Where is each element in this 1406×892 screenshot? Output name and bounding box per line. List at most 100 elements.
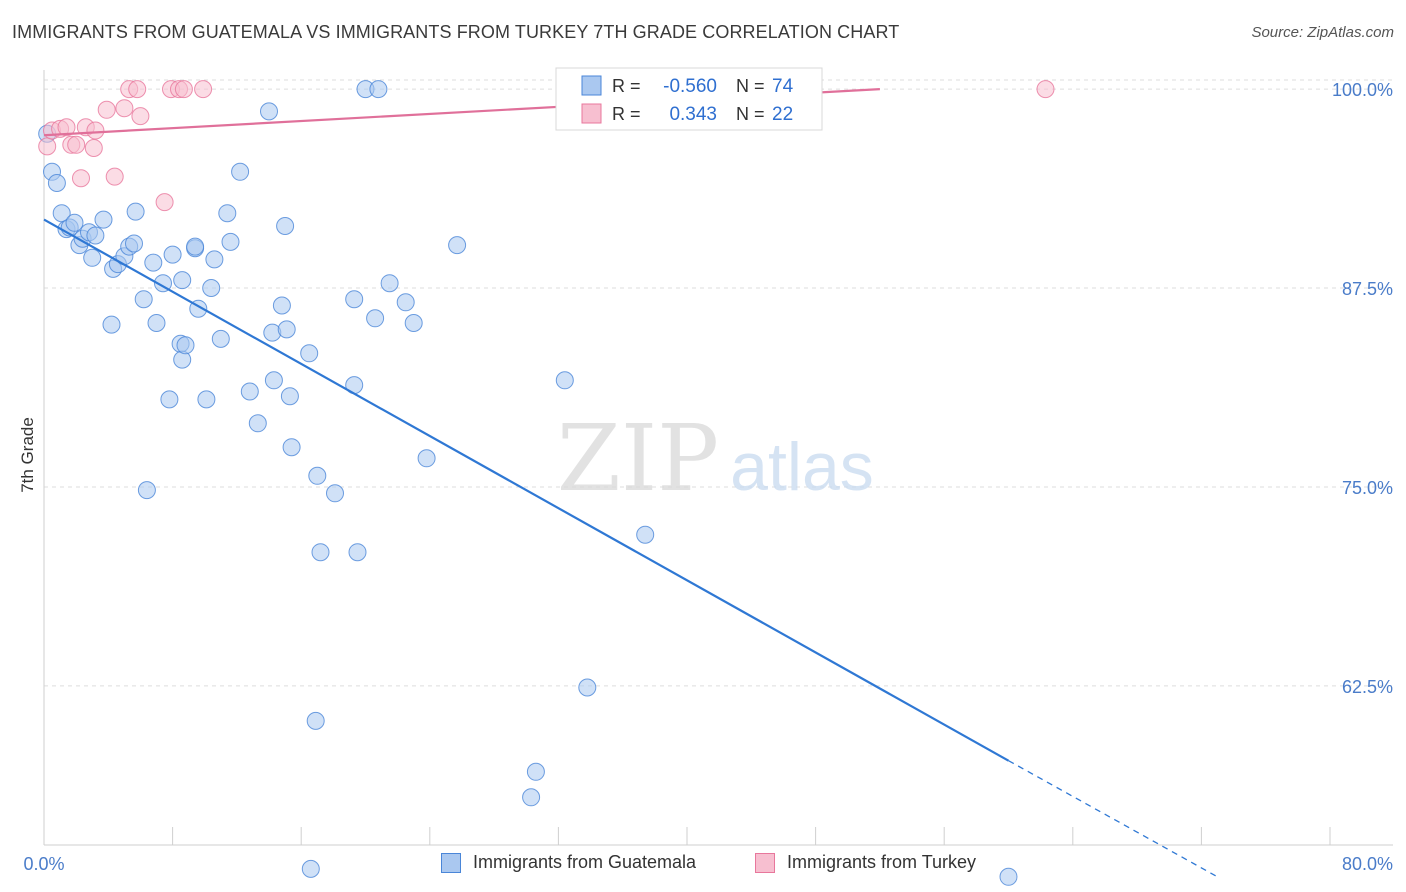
guatemala-point-57 — [404, 314, 423, 332]
guatemala-point-60 — [417, 449, 436, 468]
bottom-legend-swatch-turkey — [755, 852, 775, 873]
guatemala-point-2 — [47, 174, 66, 192]
legend-swatch-turkey — [581, 103, 602, 124]
legend-r-value-2: 0.343 — [669, 104, 717, 125]
guatemala-trend-line-dashed — [1008, 760, 1218, 878]
guatemala-point-44 — [248, 414, 267, 433]
guatemala-point-50 — [308, 466, 327, 485]
y-tick-label-1: 87.5% — [1342, 279, 1393, 299]
guatemala-point-21 — [154, 274, 172, 293]
guatemala-point-61 — [448, 236, 467, 255]
legend-n-value-2: 22 — [772, 104, 793, 125]
turkey-point-9 — [84, 139, 103, 157]
guatemala-point-37 — [160, 390, 179, 409]
bottom-legend: Immigrants from Guatemala Immigrants fro… — [0, 852, 1406, 878]
legend-r-value-1: -0.560 — [663, 76, 717, 97]
guatemala-point-33 — [147, 314, 166, 332]
legend-swatch-guatemala — [581, 75, 602, 96]
y-axis-label: 7th Grade — [18, 417, 37, 493]
guatemala-point-59 — [348, 543, 367, 562]
legend-r-label-2: R = — [612, 104, 641, 124]
guatemala-point-19 — [134, 290, 153, 309]
guatemala-point-10 — [86, 226, 105, 245]
guatemala-point-27 — [202, 279, 221, 297]
chart-title: IMMIGRANTS FROM GUATEMALA VS IMMIGRANTS … — [12, 22, 900, 42]
guatemala-point-73 — [999, 867, 1018, 886]
guatemala-point-28 — [205, 250, 224, 269]
guatemala-point-69 — [301, 859, 320, 878]
series-guatemala-points — [38, 80, 1018, 886]
turkey-point-15 — [131, 107, 150, 126]
guatemala-point-11 — [83, 248, 102, 267]
legend-n-label-2: N = — [736, 104, 765, 124]
bottom-legend-turkey: Immigrants from Turkey — [755, 852, 976, 873]
guatemala-point-41 — [264, 371, 283, 390]
guatemala-point-56 — [396, 293, 415, 312]
guatemala-point-32 — [102, 315, 121, 334]
guatemala-point-40 — [240, 382, 259, 401]
guatemala-point-39 — [211, 329, 230, 348]
guatemala-point-43 — [277, 320, 296, 339]
y-tick-label-0: 100.0% — [1332, 80, 1393, 100]
watermark-zip: ZIP — [557, 405, 719, 512]
guatemala-point-22 — [163, 245, 182, 264]
guatemala-point-68 — [578, 678, 597, 697]
guatemala-point-64 — [137, 481, 156, 500]
guatemala-point-58 — [311, 543, 330, 562]
guatemala-point-63 — [636, 525, 655, 544]
guatemala-point-66 — [526, 762, 545, 781]
guatemala-point-26 — [186, 237, 205, 256]
guatemala-point-49 — [300, 344, 319, 363]
turkey-point-11 — [105, 167, 124, 186]
turkey-point-5 — [67, 135, 86, 154]
legend-n-value-1: 74 — [772, 76, 794, 97]
guatemala-trend-line — [43, 218, 1010, 762]
guatemala-point-72 — [260, 102, 278, 121]
guatemala-point-54 — [366, 309, 385, 328]
legend-r-label-1: R = — [612, 76, 641, 96]
guatemala-point-65 — [306, 711, 325, 730]
guatemala-point-62 — [555, 371, 574, 390]
bottom-legend-label-turkey: Immigrants from Turkey — [787, 852, 977, 872]
turkey-point-19 — [174, 80, 193, 99]
turkey-point-3 — [57, 118, 76, 137]
guatemala-point-67 — [522, 788, 541, 807]
guatemala-point-53 — [345, 290, 364, 309]
guatemala-point-55 — [380, 274, 399, 293]
turkey-point-21 — [1036, 80, 1055, 99]
turkey-point-16 — [155, 193, 174, 212]
bottom-legend-swatch-guatemala — [441, 852, 461, 873]
guatemala-point-31 — [231, 162, 250, 181]
guatemala-point-51 — [326, 484, 344, 503]
turkey-point-20 — [194, 80, 213, 99]
guatemala-point-71 — [369, 80, 388, 99]
guatemala-point-6 — [65, 213, 84, 232]
guatemala-point-38 — [197, 390, 216, 409]
guatemala-point-29 — [218, 204, 237, 223]
legend-box: R = -0.560 N = 74 R = 0.343 N = 22 — [555, 67, 823, 131]
guatemala-point-47 — [272, 296, 291, 315]
turkey-point-8 — [86, 121, 105, 140]
guatemala-point-30 — [221, 232, 240, 251]
guatemala-point-12 — [94, 210, 113, 229]
y-tick-label-2: 75.0% — [1342, 478, 1393, 498]
bottom-legend-label-guatemala: Immigrants from Guatemala — [473, 852, 697, 872]
axes — [43, 70, 1393, 846]
turkey-point-10 — [97, 100, 116, 119]
turkey-point-6 — [72, 169, 90, 188]
guatemala-point-20 — [144, 253, 163, 272]
x-tick-label-max: 80.0% — [1342, 854, 1393, 874]
guatemala-point-18 — [126, 202, 145, 221]
series-turkey-points — [38, 80, 1055, 212]
watermark-atlas: atlas — [730, 429, 874, 505]
turkey-point-14 — [128, 80, 147, 99]
guatemala-point-17 — [125, 234, 143, 253]
guatemala-point-48 — [276, 217, 295, 235]
tick-labels: 100.0% 87.5% 75.0% 62.5% 0.0% 80.0% — [23, 80, 1393, 874]
guatemala-point-45 — [280, 387, 299, 406]
guatemala-point-23 — [173, 271, 192, 290]
x-tick-label-min: 0.0% — [23, 854, 64, 874]
turkey-point-12 — [115, 99, 134, 118]
turkey-point-0 — [38, 137, 57, 156]
